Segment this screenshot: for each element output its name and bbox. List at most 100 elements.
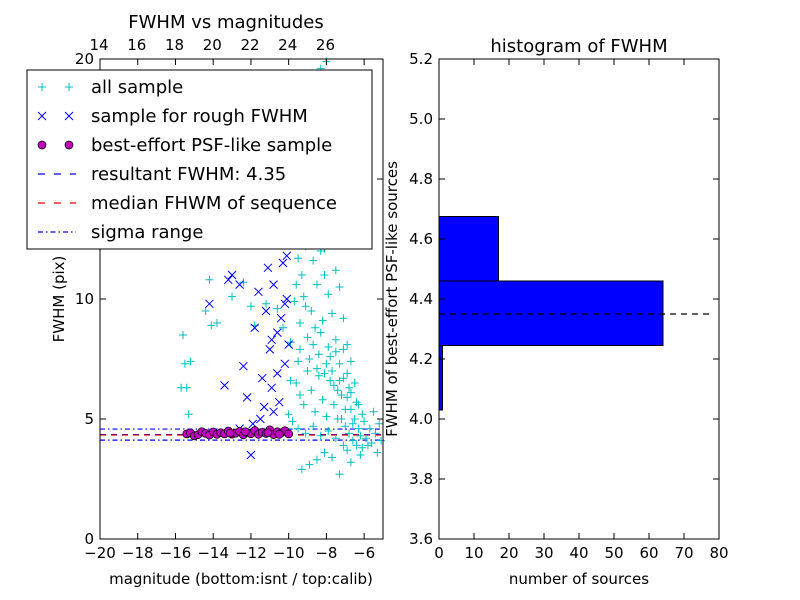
- data-point: [360, 417, 369, 426]
- data-point: [235, 280, 244, 289]
- data-point: [331, 335, 340, 344]
- data-point: [335, 283, 344, 291]
- data-point: [228, 292, 237, 301]
- data-point: [348, 419, 357, 428]
- y-tick-label: 4.8: [409, 170, 433, 188]
- data-point: [282, 251, 292, 261]
- series-circle: [182, 425, 294, 441]
- x-tick-label: 20: [499, 544, 518, 562]
- data-point: [322, 412, 331, 421]
- y-tick-label: 5.2: [409, 50, 433, 68]
- data-point: [354, 424, 363, 433]
- scatter-top-axis: 14 16 18 20 22 24 26: [90, 36, 335, 54]
- scatter-points: [177, 57, 386, 479]
- data-point: [179, 331, 188, 339]
- x-tick-label: 80: [709, 544, 728, 562]
- data-point: [272, 369, 282, 378]
- data-point: [326, 352, 335, 361]
- legend-marker: [64, 111, 74, 121]
- y-tick-label: 5: [84, 410, 94, 428]
- data-point: [329, 400, 338, 409]
- data-point: [326, 376, 335, 385]
- legend-marker: [37, 111, 47, 121]
- top-tick-label: 16: [127, 36, 146, 54]
- data-point: [335, 470, 344, 479]
- data-point: [278, 258, 288, 268]
- legend-label: best-effort PSF-like sample: [91, 135, 332, 156]
- histogram-bars: [438, 92, 664, 411]
- data-point: [295, 345, 304, 354]
- data-point: [314, 371, 323, 380]
- data-point: [337, 391, 346, 399]
- data-point: [339, 314, 348, 323]
- legend-item: sigma range: [38, 222, 203, 243]
- legend-label: all sample: [91, 77, 183, 98]
- histogram-bar: [438, 280, 664, 346]
- top-tick-label: 20: [203, 36, 222, 54]
- data-point: [184, 410, 193, 419]
- data-point: [341, 422, 350, 431]
- data-point: [272, 328, 282, 337]
- legend-label: sigma range: [91, 222, 203, 243]
- data-point: [201, 307, 210, 315]
- data-point: [309, 422, 318, 431]
- data-point: [246, 302, 255, 311]
- data-point: [267, 383, 277, 393]
- data-point: [377, 436, 386, 445]
- data-point: [239, 361, 248, 371]
- x-tick-label: −10: [273, 544, 305, 562]
- data-point: [343, 340, 352, 349]
- data-point: [339, 345, 348, 354]
- data-point: [328, 309, 337, 318]
- scatter-title: FWHM vs magnitudes: [128, 12, 323, 33]
- data-point: [350, 415, 359, 423]
- data-point: [309, 256, 318, 265]
- data-point: [333, 415, 342, 423]
- data-point: [261, 306, 271, 316]
- data-point: [346, 357, 355, 366]
- data-point: [269, 407, 278, 417]
- legend-marker: [38, 83, 46, 91]
- data-point: [375, 419, 384, 428]
- data-point: [301, 302, 310, 311]
- scatter-ylabel: FWHM (pix): [50, 256, 68, 343]
- data-point: [227, 270, 237, 280]
- data-point: [322, 359, 331, 368]
- data-point: [320, 369, 329, 378]
- data-point: [299, 400, 308, 409]
- data-point: [352, 441, 361, 450]
- data-point: [286, 376, 295, 385]
- data-point: [320, 271, 329, 279]
- legend-label: resultant FWHM: 4.35: [91, 164, 286, 185]
- legend-item: median FHWM of sequence: [38, 193, 337, 214]
- data-point: [284, 340, 294, 349]
- series-x: [205, 225, 294, 460]
- data-point: [299, 292, 308, 301]
- data-point: [324, 343, 333, 351]
- data-point: [274, 397, 284, 407]
- top-tick-label: 18: [165, 36, 184, 54]
- legend-marker: [37, 140, 47, 150]
- x-tick-label: 60: [639, 544, 658, 562]
- scatter-xlabel: magnitude (bottom:isnt / top:calib): [109, 570, 373, 588]
- y-tick-label: 4.2: [409, 350, 433, 368]
- y-tick-label: 3.6: [409, 530, 433, 548]
- histogram-panel: 0 10 20 30 40 50 60 70 80 3.6 3.8 4.0 4.2 4.4 4.6 4.8 5…: [383, 36, 729, 588]
- data-point: [267, 335, 277, 345]
- data-point: [307, 307, 316, 315]
- data-point: [257, 373, 267, 383]
- series-plus: [177, 57, 386, 479]
- data-point: [305, 355, 314, 363]
- data-point: [333, 386, 342, 395]
- data-point: [262, 299, 271, 308]
- data-point: [339, 441, 348, 450]
- legend-label: median FHWM of sequence: [91, 193, 337, 214]
- legend-item: sample for rough FWHM: [37, 106, 308, 127]
- data-point: [205, 299, 214, 309]
- x-tick-label: −8: [315, 544, 337, 562]
- data-point: [314, 350, 323, 359]
- data-point: [345, 383, 354, 392]
- data-point: [345, 429, 354, 438]
- data-point: [205, 275, 214, 284]
- data-point: [303, 333, 312, 342]
